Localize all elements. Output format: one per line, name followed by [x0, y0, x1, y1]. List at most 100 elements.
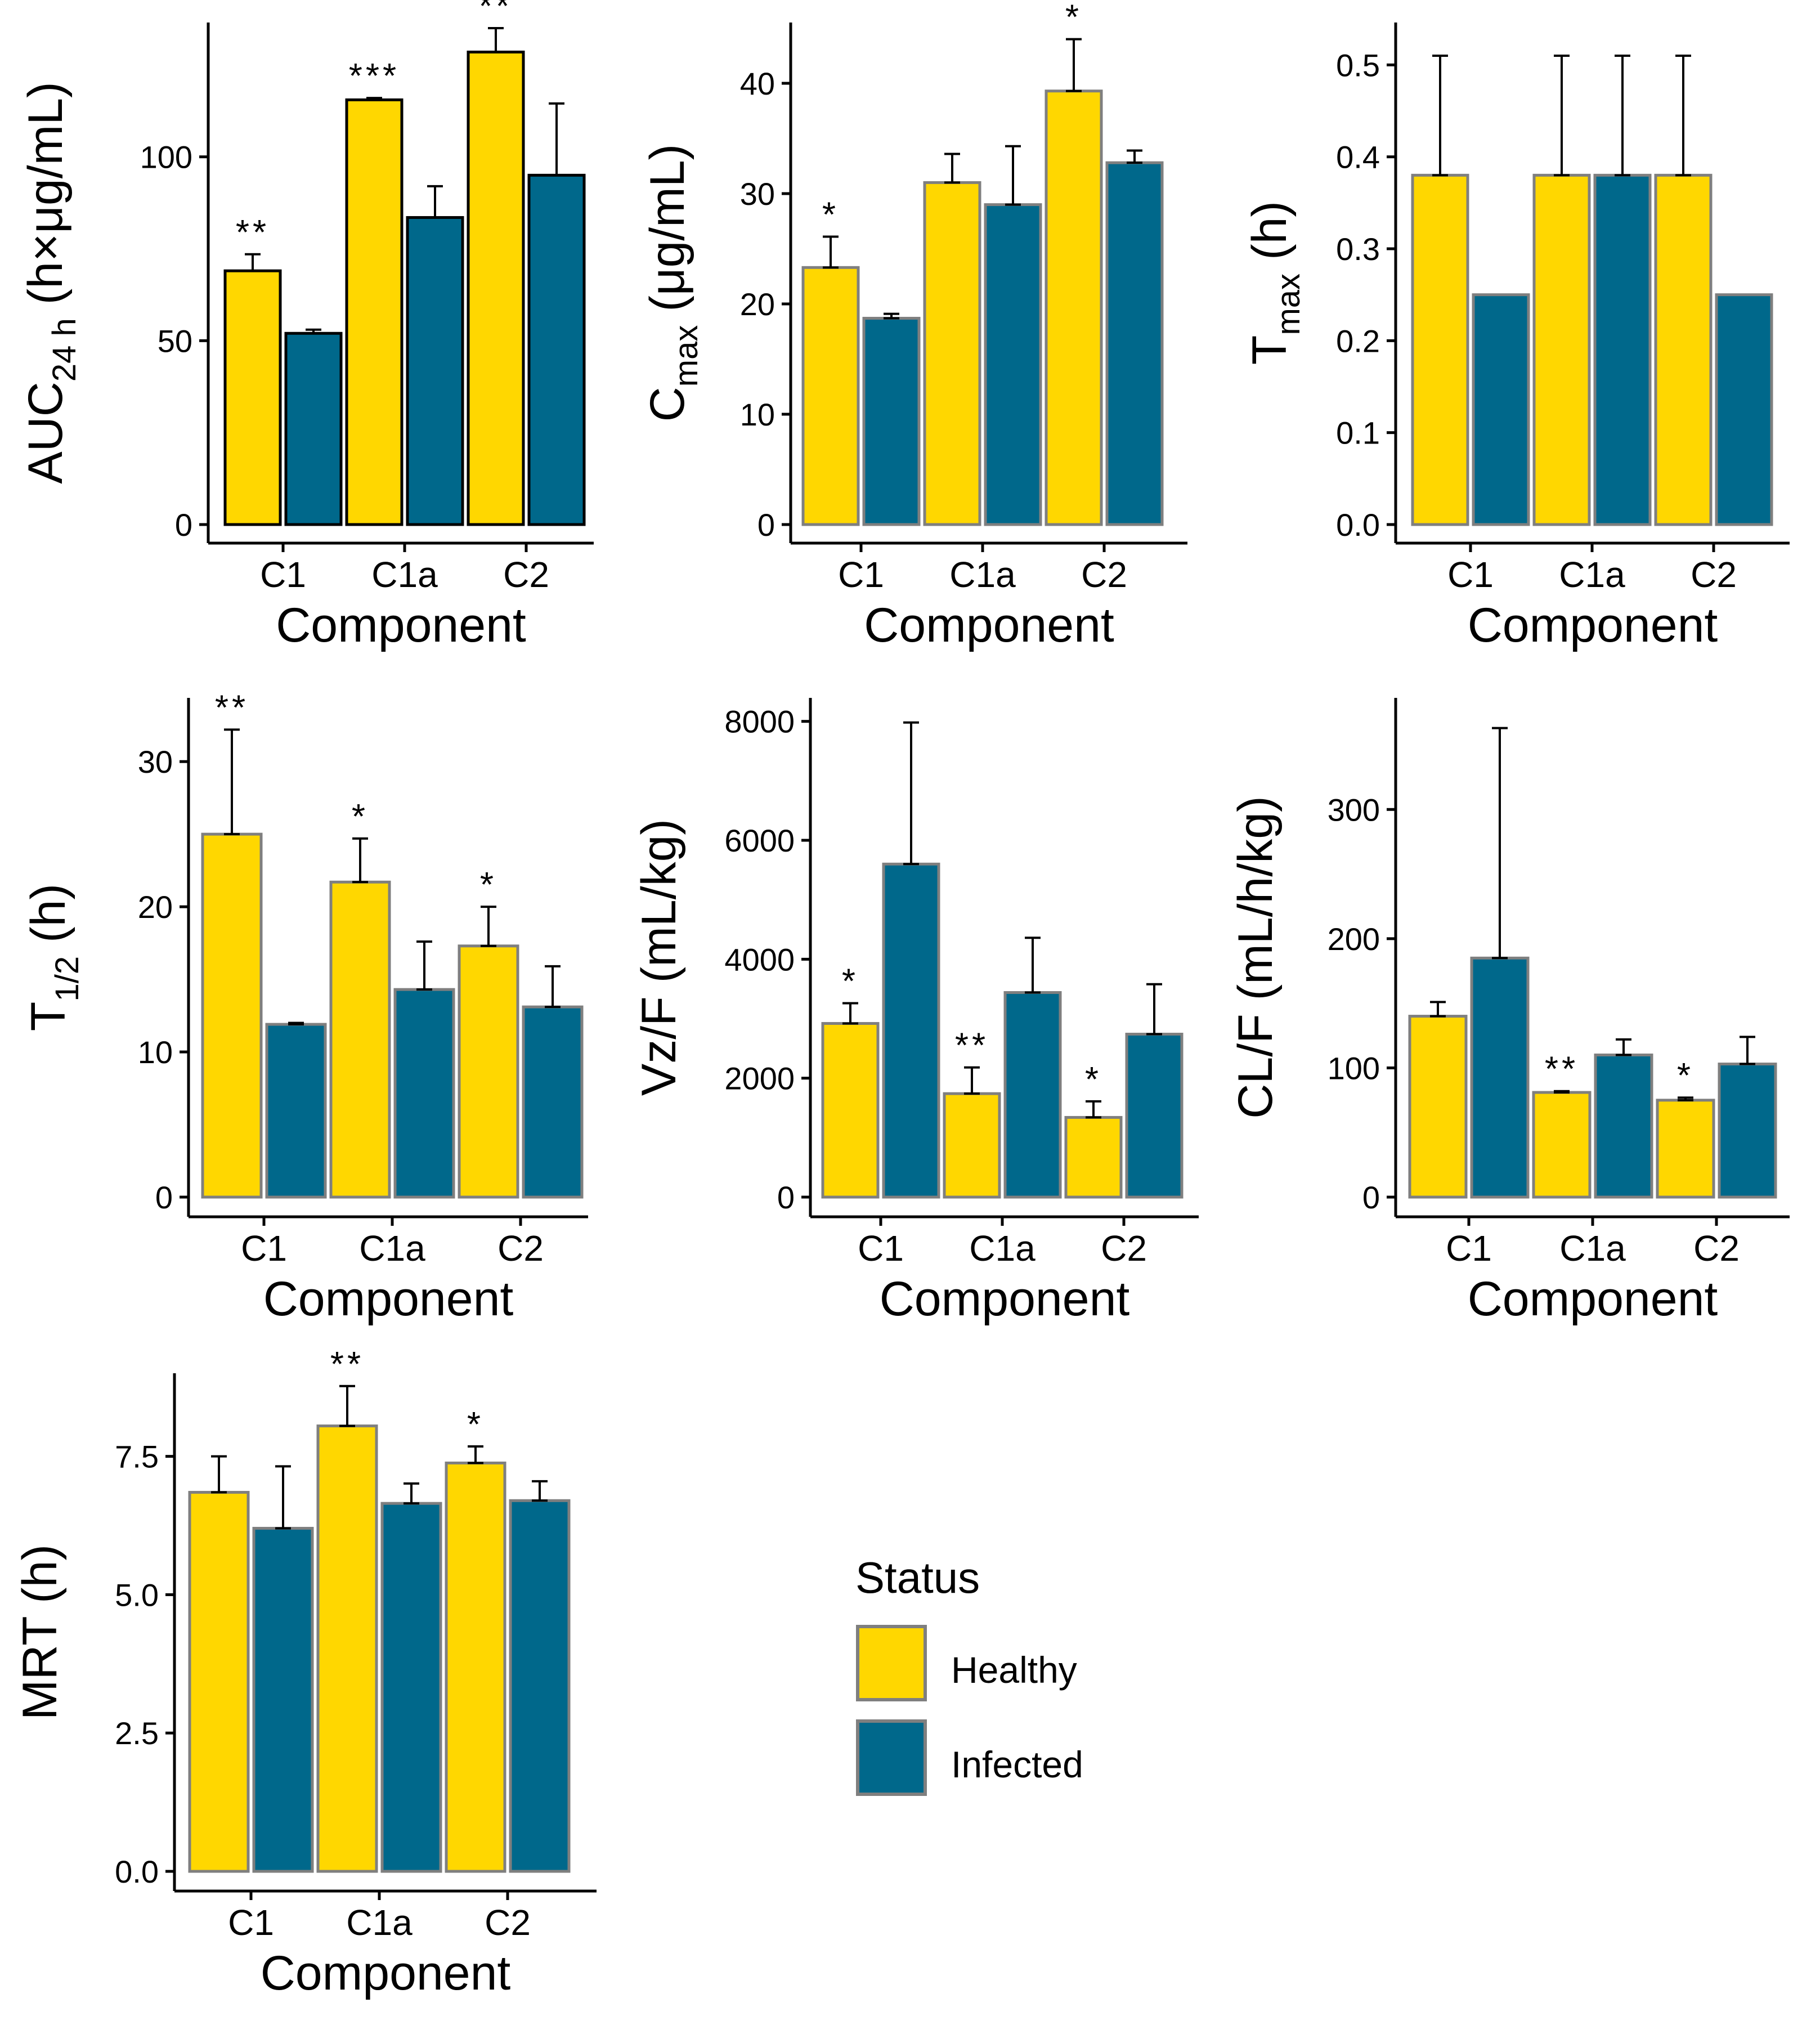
bar-infected-c1a	[1003, 991, 1062, 1199]
significance-label: ***	[349, 57, 400, 96]
y-tick-label: 0.0	[1336, 507, 1380, 543]
significance-label: *	[480, 866, 497, 904]
bar-healthy-c1a	[329, 880, 391, 1199]
y-axis-title: T1/2 (h)	[21, 884, 86, 1031]
bar-infected-c2	[1715, 293, 1773, 526]
x-axis-title: Component	[261, 1946, 511, 2000]
bar-infected-c1	[882, 862, 940, 1199]
y-tick-label: 8000	[724, 704, 795, 740]
y-tick-label: 6000	[724, 823, 795, 858]
y-tick-label: 0.4	[1336, 140, 1380, 175]
y-tick-label: 200	[1328, 921, 1380, 957]
y-axis-title: Cmax (μg/mL)	[640, 144, 705, 422]
y-tick-label: 0	[757, 507, 775, 543]
bar-infected-c1	[862, 316, 921, 526]
significance-label: **	[479, 0, 513, 26]
x-tick-label: C2	[485, 1902, 531, 1943]
significance-label: *	[1065, 0, 1082, 37]
x-tick-label: C1a	[949, 554, 1016, 595]
significance-label: **	[955, 1027, 989, 1065]
x-tick-label: C1	[1446, 1228, 1492, 1269]
y-tick-label: 0.0	[115, 1854, 159, 1889]
bar-healthy-c2	[467, 50, 525, 526]
significance-label: **	[236, 213, 270, 252]
y-tick-label: 0.1	[1336, 415, 1380, 451]
significance-label: **	[330, 1345, 364, 1384]
y-tick-label: 0	[1362, 1180, 1380, 1215]
bar-infected-c1	[252, 1526, 314, 1873]
bar-infected-c2	[1718, 1063, 1777, 1199]
x-tick-label: C1a	[1559, 554, 1625, 595]
x-axis-title: Component	[880, 1272, 1130, 1326]
bar-infected-c2	[1125, 1032, 1184, 1199]
bar-healthy-c2	[1654, 173, 1713, 526]
y-tick-label: 0	[155, 1180, 173, 1215]
bar-healthy-c2	[458, 944, 519, 1199]
y-tick-label: 5.0	[115, 1577, 159, 1612]
bar-healthy-c1	[1411, 173, 1469, 526]
bar-infected-c1a	[1593, 173, 1652, 526]
bar-healthy-c1	[1408, 1015, 1468, 1199]
bar-healthy-c2	[1064, 1115, 1123, 1199]
x-axis-title: Component	[276, 598, 526, 652]
bar-healthy-c1a	[923, 181, 981, 526]
legend-label-infected: Infected	[951, 1744, 1083, 1785]
bar-healthy-c1a	[943, 1092, 1001, 1199]
significance-label: *	[467, 1405, 484, 1444]
y-tick-label: 30	[138, 744, 173, 779]
y-tick-label: 0.5	[1336, 47, 1380, 83]
legend-label-healthy: Healthy	[951, 1649, 1077, 1691]
significance-label: *	[1677, 1056, 1694, 1095]
x-axis-title: Component	[1468, 598, 1718, 652]
x-tick-label: C1a	[346, 1902, 413, 1943]
bar-healthy-c1	[201, 832, 263, 1199]
bar-healthy-c1	[223, 269, 282, 526]
x-axis-title: Component	[1468, 1272, 1718, 1326]
bar-infected-c1	[265, 1023, 327, 1199]
y-tick-label: 2.5	[115, 1715, 159, 1751]
bar-healthy-c1a	[1532, 1091, 1592, 1199]
legend-key-healthy	[856, 1625, 927, 1701]
legend-title: Status	[855, 1553, 980, 1602]
bar-healthy-c2	[1045, 89, 1103, 526]
x-tick-label: C1	[858, 1228, 904, 1269]
y-tick-label: 30	[740, 176, 775, 212]
bar-healthy-c1	[821, 1022, 880, 1199]
bar-healthy-c2	[1656, 1099, 1715, 1199]
bar-infected-c1a	[1594, 1053, 1653, 1199]
y-tick-label: 0	[175, 507, 192, 543]
y-tick-label: 100	[1328, 1050, 1380, 1086]
y-tick-label: 0.3	[1336, 231, 1380, 267]
x-tick-label: C1	[228, 1902, 274, 1943]
bar-healthy-c1a	[1532, 173, 1591, 526]
bar-healthy-c1	[801, 266, 860, 526]
y-tick-label: 40	[740, 66, 775, 101]
bar-infected-c1	[284, 331, 343, 526]
bar-infected-c2	[522, 1005, 584, 1199]
y-tick-label: 300	[1328, 792, 1380, 827]
significance-label: *	[1085, 1060, 1102, 1099]
y-axis-title: CL/F (mL/h/kg)	[1229, 796, 1283, 1118]
x-tick-label: C2	[503, 554, 549, 595]
bar-healthy-c1a	[316, 1424, 378, 1873]
bar-infected-c1a	[406, 216, 464, 526]
y-tick-label: 0	[777, 1180, 795, 1215]
significance-label: *	[822, 195, 839, 234]
x-tick-label: C2	[1101, 1228, 1147, 1269]
legend: Status Healthy Infected	[855, 1553, 1083, 1796]
x-tick-label: C2	[497, 1228, 544, 1269]
y-axis-title: MRT (h)	[13, 1544, 67, 1720]
bar-infected-c1a	[393, 988, 455, 1199]
bar-infected-c1	[1472, 293, 1530, 526]
y-tick-label: 50	[158, 323, 192, 359]
x-tick-label: C2	[1691, 554, 1737, 595]
y-tick-label: 7.5	[115, 1439, 159, 1475]
y-axis-title: Vz/F (mL/kg)	[632, 819, 686, 1096]
x-tick-label: C1a	[371, 554, 438, 595]
